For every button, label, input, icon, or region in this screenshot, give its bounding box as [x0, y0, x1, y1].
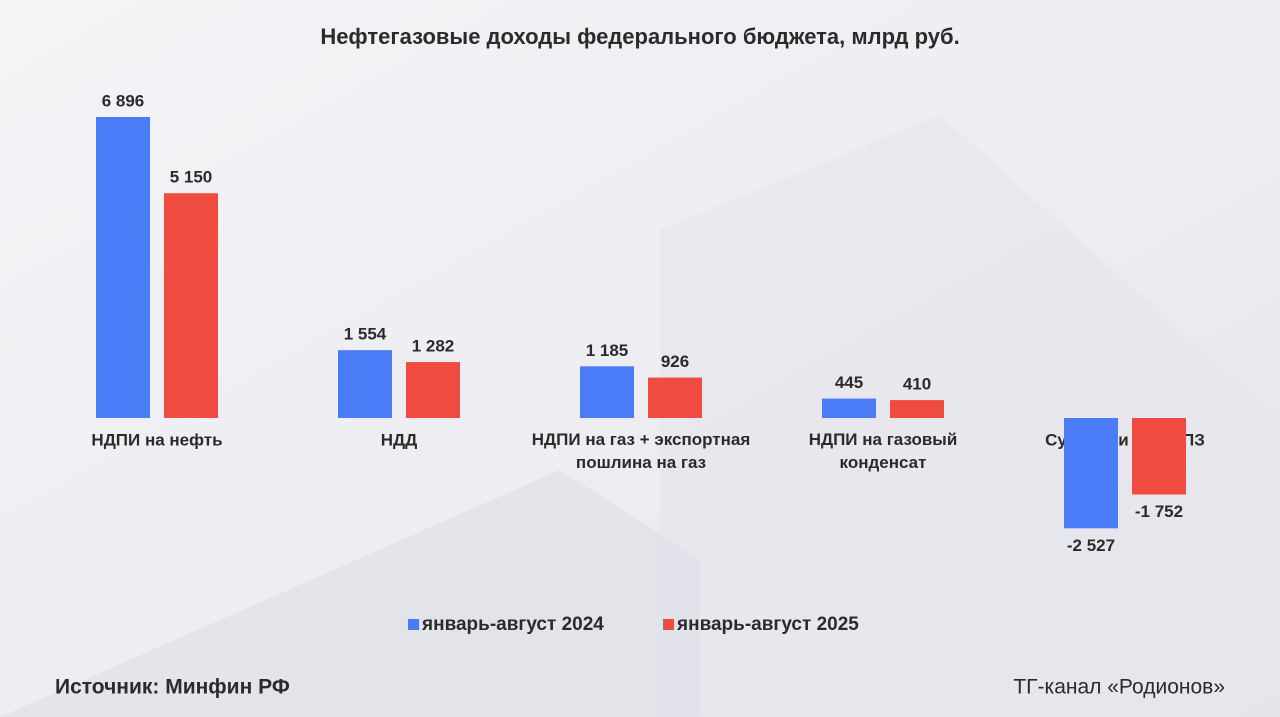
bar — [406, 362, 460, 418]
legend-label: январь-август 2025 — [676, 614, 859, 635]
credit: ТГ-канал «Родионов» — [1013, 676, 1225, 699]
value-label: 1 185 — [586, 341, 629, 360]
bar — [580, 366, 634, 418]
value-label: 410 — [903, 375, 931, 394]
bar — [164, 193, 218, 418]
bar — [96, 117, 150, 418]
x-tick-label: НДПИ на газовый конденсат — [809, 430, 958, 472]
bar — [890, 400, 944, 418]
bar — [338, 350, 392, 418]
source: Источник: Минфин РФ — [55, 676, 290, 699]
legend-swatch — [663, 619, 674, 630]
bar — [648, 377, 702, 418]
value-label: 5 150 — [170, 168, 213, 187]
value-label: 1 282 — [412, 337, 455, 356]
value-label: -1 752 — [1135, 502, 1183, 521]
legend-label: январь-август 2024 — [421, 614, 604, 635]
value-label: -2 527 — [1067, 536, 1115, 555]
bar — [1064, 418, 1118, 529]
legend-swatch — [408, 619, 419, 630]
value-label: 6 896 — [102, 91, 145, 110]
value-label: 445 — [835, 373, 863, 392]
x-tick-label: НДПИ на газ + экспортная пошлина на газ — [532, 430, 750, 472]
building-silhouette — [0, 470, 700, 717]
x-tick-label: НДПИ на нефть — [91, 430, 222, 449]
value-label: 926 — [661, 352, 689, 371]
bar — [822, 398, 876, 418]
value-label: 1 554 — [344, 325, 387, 344]
building-silhouette — [660, 115, 1280, 717]
bar — [1132, 418, 1186, 495]
chart-title: Нефтегазовые доходы федерального бюджета… — [320, 24, 959, 49]
x-tick-label: НДД — [381, 430, 418, 449]
